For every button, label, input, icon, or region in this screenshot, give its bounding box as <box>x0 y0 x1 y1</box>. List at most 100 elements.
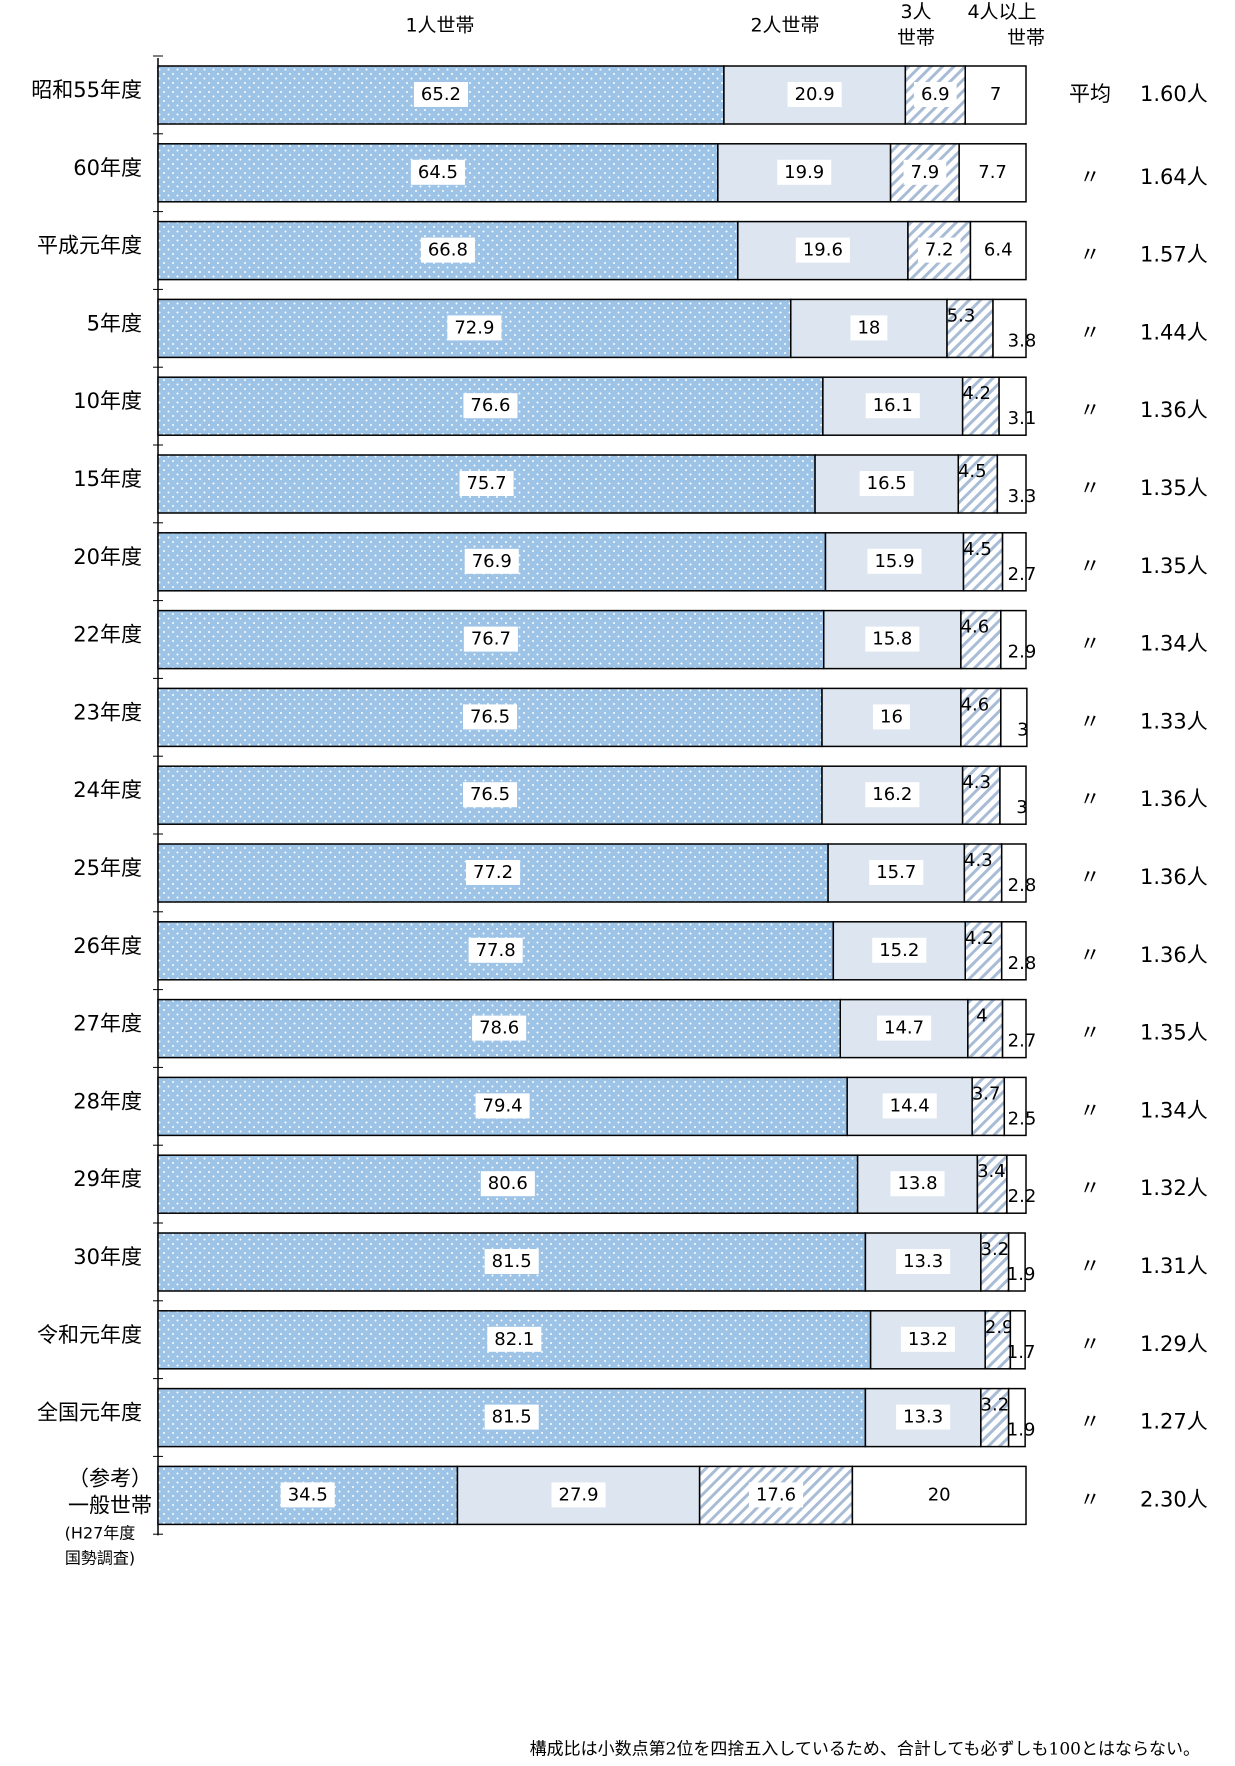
bar-segment <box>962 532 1004 592</box>
value-label: 7.9 <box>911 162 940 183</box>
value-label-box <box>872 937 927 963</box>
value-label: 7.7 <box>978 162 1007 183</box>
average-value: 1.36人 <box>1140 865 1208 889</box>
average-value: 1.36人 <box>1140 943 1208 967</box>
value-label-box <box>920 1482 958 1508</box>
legend-line: 4人以上 <box>967 1 1036 23</box>
value-label: 14.7 <box>884 1018 924 1039</box>
value-label-box <box>410 159 465 185</box>
value-label: 66.8 <box>428 240 468 261</box>
value-label-box <box>484 1404 539 1430</box>
category-label: 28年度 <box>73 1089 142 1113</box>
category-note: (H27年度国勢調査) <box>65 1523 136 1567</box>
value-label-box <box>795 237 850 263</box>
value-label-box <box>777 159 832 185</box>
value-label: 20 <box>928 1484 951 1505</box>
average-prefix: 〃 <box>1080 1021 1101 1045</box>
bar-segment <box>980 1387 1010 1448</box>
value-label-box <box>475 1093 530 1119</box>
value-label: 76.5 <box>470 706 510 727</box>
value-label: 13.2 <box>908 1329 948 1350</box>
value-label: 4.5 <box>963 539 992 560</box>
average-value: 1.44人 <box>1140 320 1208 344</box>
category-label: 20年度 <box>73 545 142 569</box>
value-label: 34.5 <box>288 1484 328 1505</box>
value-label: 16.2 <box>872 784 912 805</box>
value-label: 77.2 <box>473 862 513 883</box>
average-prefix: 〃 <box>1080 1176 1101 1200</box>
value-label: 1.9 <box>1007 1264 1036 1285</box>
value-label-box <box>859 471 914 496</box>
value-label: 4.6 <box>961 617 990 638</box>
bar-segment <box>1000 609 1027 670</box>
value-label-box <box>551 1482 606 1508</box>
average-value: 1.35人 <box>1140 476 1208 500</box>
value-label: 13.3 <box>903 1251 943 1272</box>
value-label: 3.7 <box>972 1083 1001 1104</box>
value-label-box <box>971 159 1014 185</box>
value-label-box <box>462 782 518 808</box>
value-label: 15.7 <box>876 862 916 883</box>
bar-segment <box>946 298 994 359</box>
bar-segment <box>996 454 1027 514</box>
value-label: 15.2 <box>879 940 919 961</box>
bar-segment <box>992 298 1027 359</box>
legend-label: 1人世帯 <box>405 15 474 37</box>
value-label: 76.7 <box>471 629 511 650</box>
value-label: 2.2 <box>1008 1186 1037 1207</box>
value-label: 16.5 <box>867 473 907 494</box>
value-label-box <box>865 393 920 419</box>
value-label: 78.6 <box>479 1018 519 1039</box>
average-value: 1.60人 <box>1140 82 1208 106</box>
average-value: 1.27人 <box>1140 1410 1208 1434</box>
value-label: 79.4 <box>483 1095 523 1116</box>
note-line: (H27年度 <box>65 1523 136 1542</box>
category-label: 25年度 <box>73 856 142 880</box>
legend-label: 2人世帯 <box>750 15 819 37</box>
bar-segment <box>960 687 1002 748</box>
value-label: 4.6 <box>961 694 990 715</box>
value-label: 5.3 <box>947 305 976 326</box>
bar-segment <box>998 376 1027 436</box>
value-label: 6.4 <box>984 240 1013 261</box>
value-label: 13.3 <box>903 1407 943 1428</box>
bar-segment <box>984 1310 1012 1370</box>
value-label-box <box>896 1404 951 1430</box>
value-label-box <box>472 1015 527 1041</box>
average-value: 1.57人 <box>1140 243 1208 267</box>
bar-segment <box>1003 1076 1027 1137</box>
bar-segment <box>1007 1387 1026 1448</box>
bar-segment <box>964 921 1003 981</box>
value-label: 76.9 <box>472 551 512 572</box>
category-label: 令和元年度 <box>37 1323 142 1347</box>
value-label-box <box>462 704 518 730</box>
legend-line: 世帯 <box>897 27 935 49</box>
value-label-box <box>463 626 518 652</box>
value-label: 16 <box>880 706 903 727</box>
average-prefix: 〃 <box>1080 943 1101 967</box>
bar-segment <box>1000 687 1028 748</box>
value-label-box <box>869 860 924 885</box>
value-label-box <box>900 1326 955 1352</box>
value-label: 3.8 <box>1008 330 1037 351</box>
category-label: 平成元年度 <box>37 234 142 258</box>
value-label: 17.6 <box>756 1484 796 1505</box>
value-label-box <box>487 1326 542 1352</box>
value-label: 2.9 <box>985 1317 1014 1338</box>
average-prefix: 〃 <box>1080 165 1101 189</box>
value-label-box <box>882 1093 937 1119</box>
bar-segment <box>957 454 999 514</box>
value-label: 4.2 <box>965 928 994 949</box>
value-label: 1.7 <box>1007 1342 1036 1363</box>
value-label: 4.5 <box>958 461 987 482</box>
value-label-box <box>903 159 947 185</box>
value-label-box <box>787 82 842 107</box>
category-label: 26年度 <box>73 934 142 958</box>
value-label-box <box>413 82 469 107</box>
value-label: 3.3 <box>1008 486 1037 507</box>
average-prefix: 〃 <box>1080 1332 1101 1356</box>
value-label-box <box>917 237 961 263</box>
value-label-box <box>480 1171 535 1197</box>
average-prefix: 〃 <box>1080 632 1101 656</box>
